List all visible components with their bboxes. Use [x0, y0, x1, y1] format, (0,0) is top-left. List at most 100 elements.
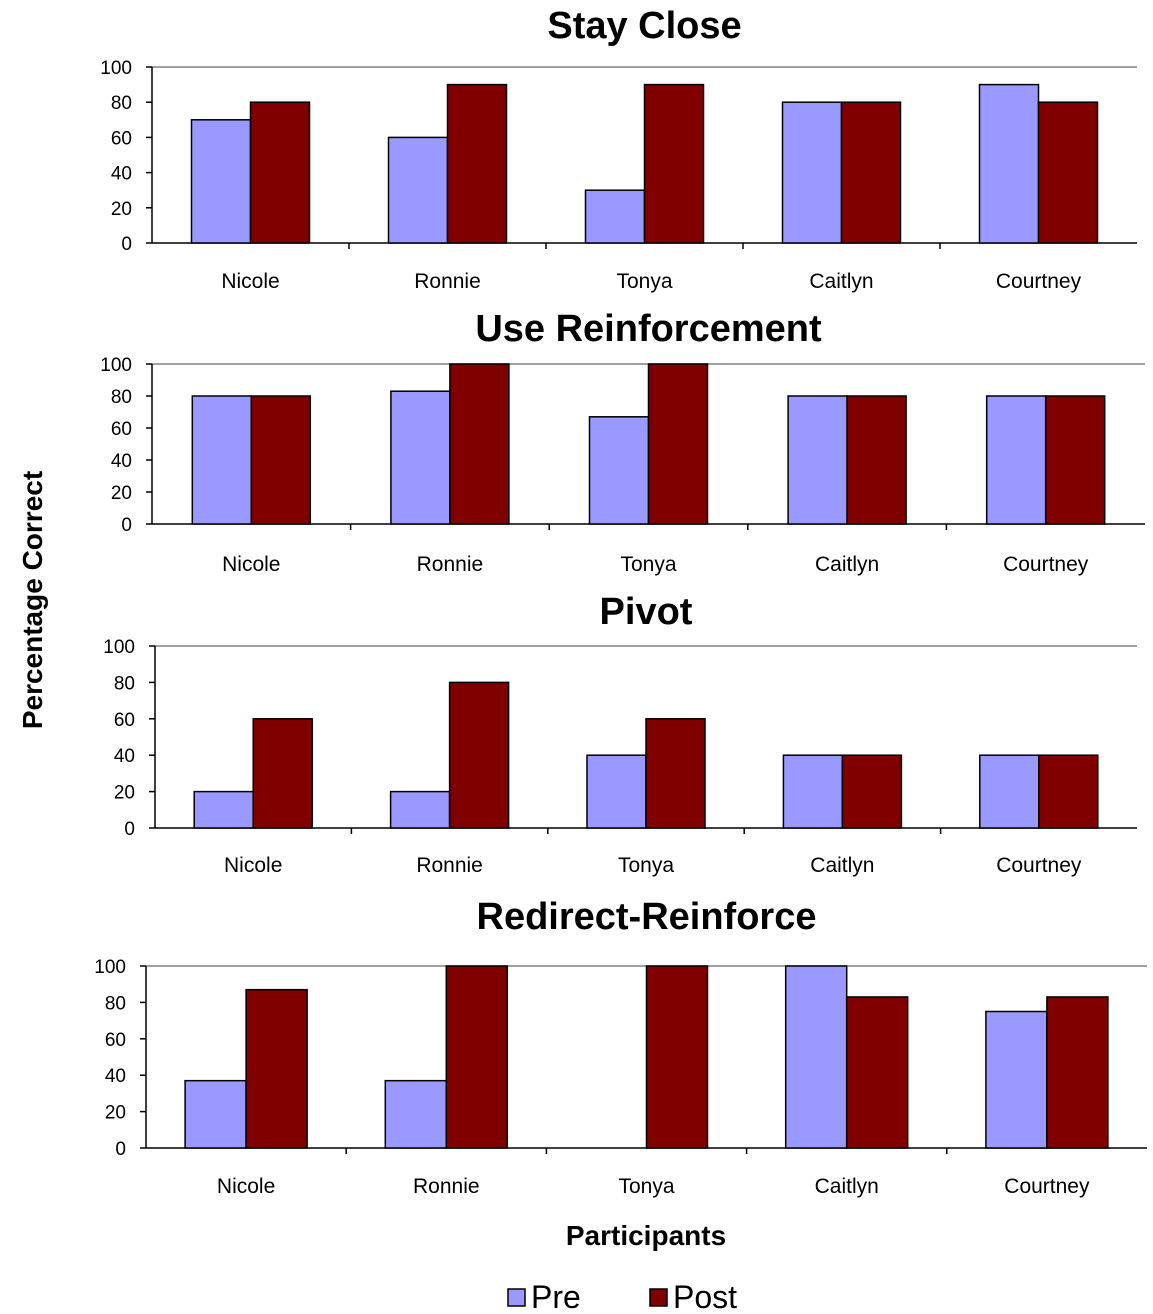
bar-pre-ronnie	[390, 390, 451, 525]
y-tick-label: 40	[111, 451, 132, 472]
x-category-label: Nicole	[222, 553, 280, 576]
x-axis-title: Participants	[566, 1220, 726, 1251]
y-tick-label: 40	[105, 1066, 126, 1087]
chart-title: Use Reinforcement	[475, 308, 822, 350]
bar-pre-caitlyn	[784, 965, 848, 1149]
x-category-label: Tonya	[620, 553, 676, 576]
bar-pre-caitlyn	[781, 101, 843, 244]
x-category-label: Nicole	[224, 854, 282, 877]
x-category-label: Tonya	[618, 854, 674, 877]
y-tick-label: 20	[111, 483, 132, 504]
bar-post-courtney	[1038, 754, 1099, 829]
bar-pre-ronnie	[387, 136, 449, 244]
y-axis-title: Percentage Correct	[17, 471, 48, 729]
y-tick-label: 100	[94, 957, 126, 978]
x-category-label: Nicole	[217, 1175, 275, 1198]
x-category-label: Ronnie	[413, 1175, 480, 1198]
bar-pre-ronnie	[389, 790, 451, 829]
legend-swatch-pre	[507, 1288, 526, 1307]
bar-post-nicole	[245, 988, 308, 1149]
bar-post-caitlyn	[846, 395, 907, 525]
bar-post-nicole	[249, 101, 311, 244]
chart-legend: Pre Post	[507, 1279, 737, 1314]
bar-post-ronnie	[448, 681, 510, 829]
y-tick-label: 20	[105, 1103, 126, 1124]
x-category-label: Caitlyn	[810, 854, 874, 877]
legend-item-post: Post	[649, 1279, 737, 1314]
bar-post-courtney	[1046, 996, 1109, 1149]
bar-post-caitlyn	[841, 754, 903, 829]
legend-label-post: Post	[673, 1279, 737, 1314]
bar-post-tonya	[643, 83, 705, 244]
x-category-label: Caitlyn	[815, 1175, 879, 1198]
bar-pre-caitlyn	[782, 754, 844, 829]
y-tick-label: 40	[111, 164, 132, 185]
bar-pre-ronnie	[384, 1079, 448, 1149]
bar-pre-nicole	[193, 790, 254, 829]
y-tick-label: 80	[111, 387, 132, 408]
chart-panels: Stay Close 0 20 40 60 80 100 Nicole Ronnie Tonya C…	[94, 5, 1147, 1198]
bar-pre-caitlyn	[787, 395, 848, 525]
y-tick-label: 60	[111, 419, 132, 440]
legend-item-pre: Pre	[507, 1279, 581, 1314]
x-category-label: Tonya	[616, 270, 672, 293]
y-tick-label: 100	[103, 637, 135, 658]
x-category-label: Courtney	[1004, 1175, 1090, 1198]
bar-pre-nicole	[191, 395, 253, 525]
bar-post-nicole	[252, 718, 313, 829]
bar-post-tonya	[645, 965, 709, 1149]
bar-post-caitlyn	[840, 101, 902, 244]
x-category-label: Courtney	[996, 854, 1082, 877]
x-category-label: Caitlyn	[815, 553, 879, 576]
y-tick-label: 20	[111, 199, 132, 220]
bar-pre-tonya	[588, 416, 650, 525]
bar-post-courtney	[1037, 101, 1099, 244]
bar-pre-courtney	[985, 1010, 1048, 1149]
bar-post-ronnie	[449, 363, 510, 525]
x-category-label: Ronnie	[416, 854, 483, 877]
chart-title: Pivot	[600, 591, 693, 633]
bar-post-ronnie	[445, 965, 509, 1149]
bar-post-ronnie	[446, 83, 508, 244]
x-category-label: Courtney	[996, 270, 1082, 293]
chart-panel-stay-close: Stay Close 0 20 40 60 80 100 Nicole Ronnie Tonya C…	[100, 5, 1137, 293]
y-tick-label: 100	[100, 58, 132, 79]
bar-post-caitlyn	[845, 996, 909, 1149]
y-tick-label: 40	[114, 746, 135, 767]
chart-title: Redirect-Reinforce	[477, 896, 817, 938]
y-tick-label: 80	[111, 93, 132, 114]
y-tick-label: 0	[121, 234, 132, 255]
y-tick-label: 60	[105, 1030, 126, 1051]
chart-panel-redirect-reinforce: Redirect-Reinforce 0 20 40 60 80 100 Nicole Ronn…	[94, 896, 1147, 1198]
x-category-label: Caitlyn	[809, 270, 873, 293]
x-category-label: Courtney	[1003, 553, 1089, 576]
bar-pre-tonya	[586, 754, 647, 829]
y-tick-label: 80	[105, 993, 126, 1014]
bar-pre-courtney	[978, 83, 1040, 244]
y-tick-label: 100	[100, 355, 132, 376]
bar-pre-tonya	[584, 189, 646, 244]
x-category-label: Ronnie	[414, 270, 481, 293]
bar-post-tonya	[645, 718, 706, 829]
y-tick-label: 0	[121, 515, 132, 536]
bar-pre-courtney	[979, 754, 1040, 829]
legend-label-pre: Pre	[531, 1279, 581, 1314]
x-category-label: Tonya	[618, 1175, 674, 1198]
y-tick-label: 80	[114, 673, 135, 694]
chart-panel-use-reinforcement: Use Reinforcement 0 20 40 60 80 100 Nicole Ronni…	[100, 308, 1145, 576]
bar-post-courtney	[1044, 395, 1106, 525]
bar-post-nicole	[250, 395, 312, 525]
bar-pre-nicole	[184, 1079, 247, 1149]
y-tick-label: 0	[115, 1139, 126, 1160]
x-category-label: Nicole	[221, 270, 279, 293]
y-tick-label: 60	[111, 128, 132, 149]
bar-post-tonya	[647, 363, 709, 525]
y-tick-label: 20	[114, 783, 135, 804]
chart-panel-pivot: Pivot 0 20 40 60 80 100 Nicole Ronnie Tonya Caitly…	[103, 591, 1137, 877]
x-category-label: Ronnie	[417, 553, 484, 576]
chart-title: Stay Close	[547, 5, 741, 47]
bar-pre-nicole	[190, 119, 252, 244]
legend-swatch-post	[649, 1288, 668, 1307]
y-tick-label: 0	[124, 819, 135, 840]
